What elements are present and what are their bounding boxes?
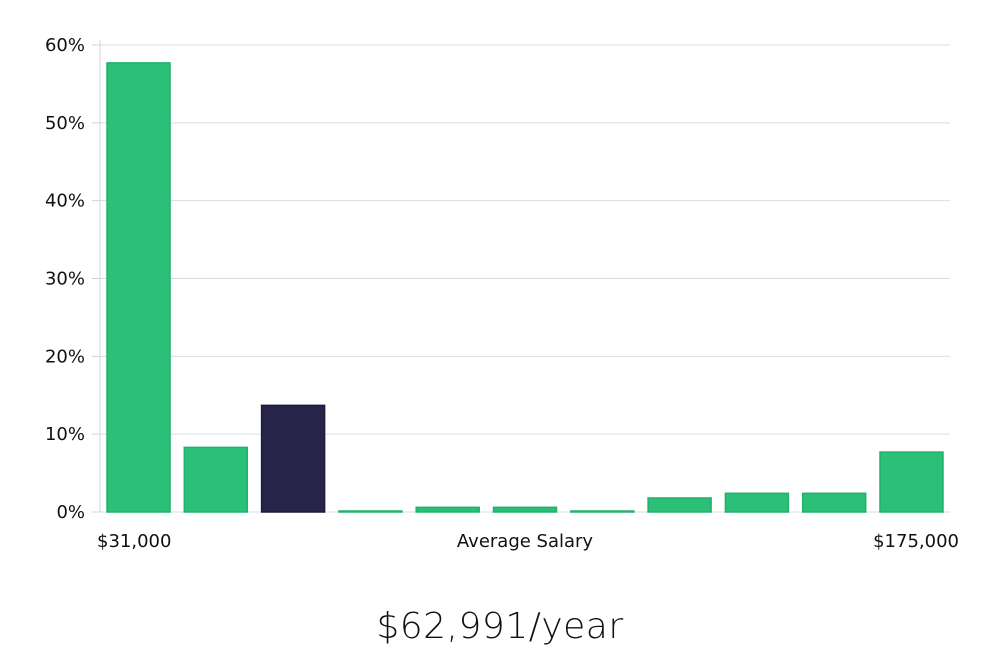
bar	[570, 510, 635, 513]
bar	[724, 492, 790, 513]
bar	[492, 506, 558, 513]
grid-lines	[100, 44, 950, 513]
y-tick-label: 50%	[45, 113, 85, 134]
bar	[879, 451, 944, 513]
bars	[106, 62, 944, 513]
bar	[338, 510, 403, 513]
bar	[647, 497, 712, 513]
y-tick-label: 0%	[56, 502, 85, 523]
bar-highlighted	[260, 404, 326, 513]
y-tick-label: 10%	[45, 424, 85, 445]
bar	[801, 492, 867, 513]
salary-histogram: 0% 10% 20% 30% 40% 50% 60% $31,000 Average Sal…	[45, 35, 959, 552]
x-max-label: $175,000	[873, 531, 959, 552]
bar	[183, 446, 249, 513]
bar	[415, 506, 480, 513]
y-tick-label: 40%	[45, 191, 85, 212]
x-axis-title: Average Salary	[457, 531, 594, 552]
y-tick-label: 20%	[45, 346, 85, 367]
bar	[106, 62, 171, 513]
average-salary-value: $62,991/year	[376, 606, 624, 647]
y-tick-label: 60%	[45, 35, 85, 56]
x-min-label: $31,000	[97, 531, 171, 552]
y-axis-ticks: 0% 10% 20% 30% 40% 50% 60%	[45, 35, 100, 523]
y-tick-label: 30%	[45, 269, 85, 290]
